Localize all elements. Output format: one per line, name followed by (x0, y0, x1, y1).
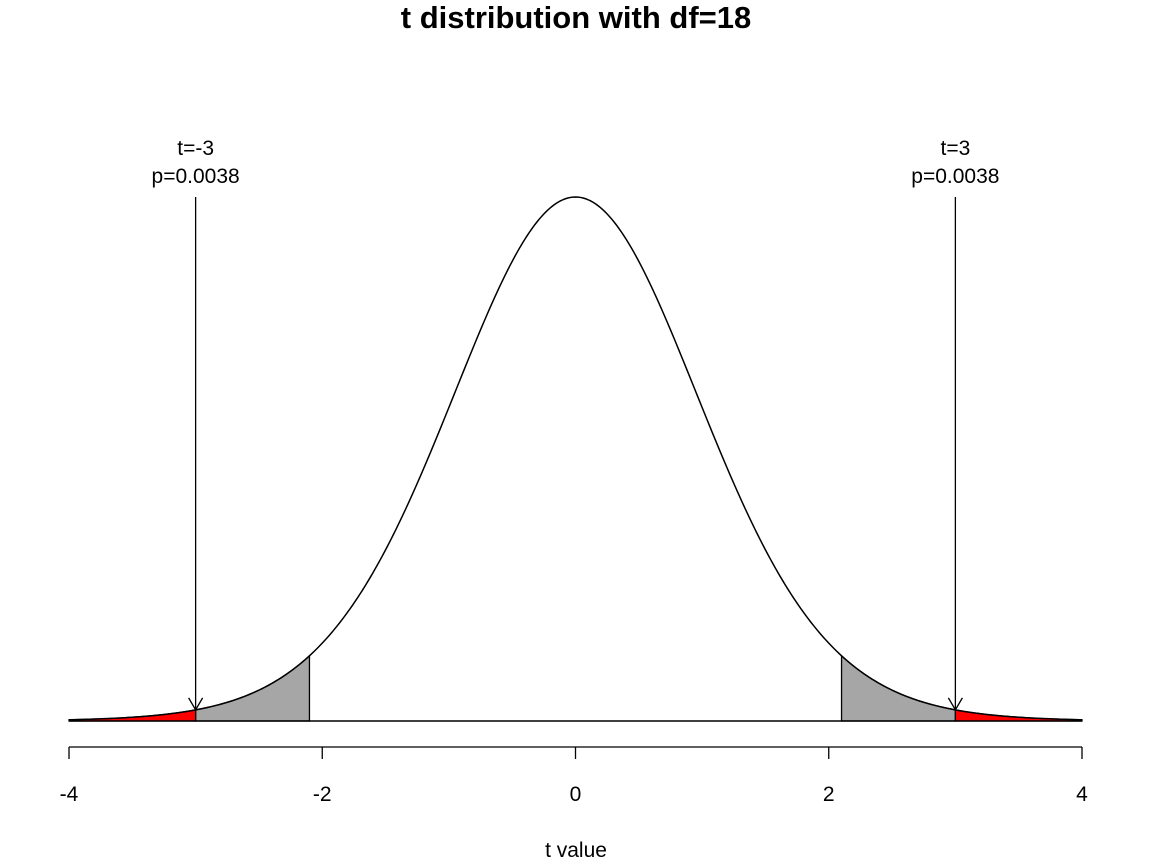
x-tick-label: -2 (313, 783, 332, 806)
annotation-1: t=-3 p=0.0038 (152, 137, 240, 712)
annotation-2: t=3 p=0.0038 (911, 137, 999, 712)
x-tick-label: -4 (60, 783, 79, 806)
annotation-p-label: p=0.0038 (152, 165, 240, 188)
shaded-region-1 (194, 654, 311, 722)
annotation-arrow-head (188, 697, 204, 712)
density-curve (68, 196, 1083, 721)
x-tick-label: 4 (1076, 783, 1088, 806)
annotation-p-label: p=0.0038 (911, 165, 999, 188)
x-axis: -4 -2 0 2 4 (60, 746, 1088, 806)
x-axis-label: t value (545, 839, 607, 862)
annotations: t=-3 p=0.0038 t=3 p=0.0038 (152, 137, 999, 712)
shaded-region-2 (840, 654, 957, 722)
shaded-regions (68, 654, 1083, 722)
x-tick-label: 0 (570, 783, 582, 806)
x-tick-label: 2 (823, 783, 835, 806)
chart-title: t distribution with df=18 (400, 0, 752, 35)
annotation-t-label: t=-3 (177, 137, 214, 160)
annotation-arrow-head (947, 697, 963, 712)
annotation-t-label: t=3 (940, 137, 970, 160)
